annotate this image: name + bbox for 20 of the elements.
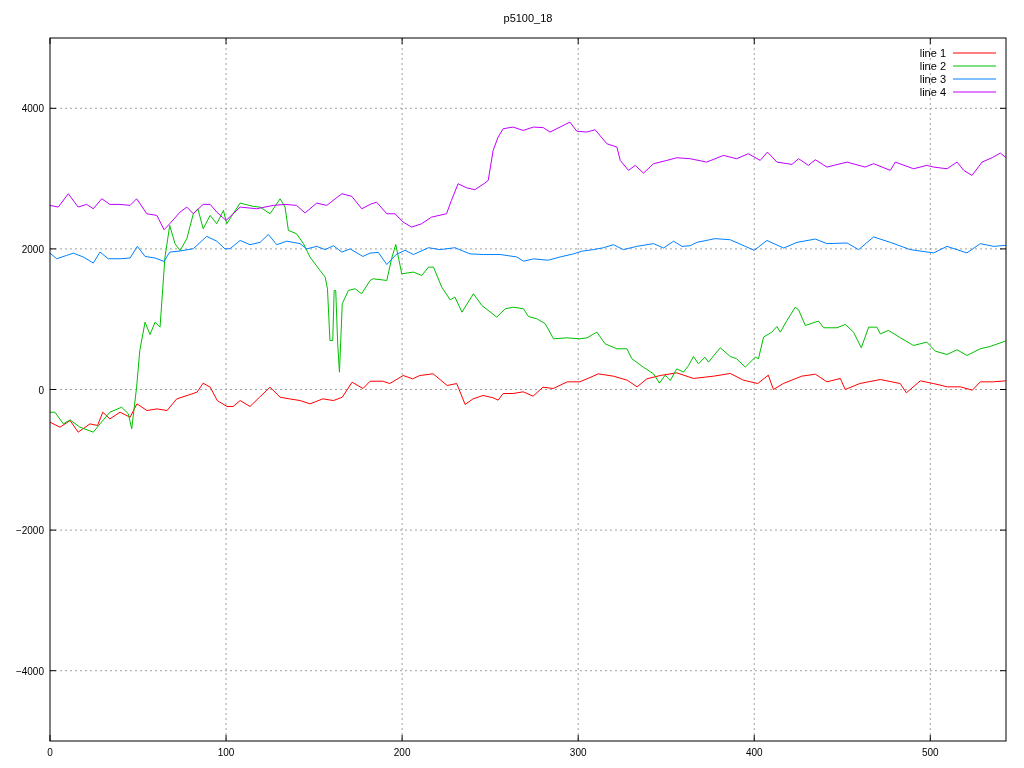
line-series	[50, 233, 1006, 266]
x-tick-label: 100	[217, 747, 235, 758]
x-tick-label: 0	[47, 747, 54, 758]
y-tick-label: −4000	[15, 665, 45, 677]
y-tick-label: −2000	[15, 525, 45, 537]
x-tick-label: 300	[569, 747, 587, 758]
chart-title: p5100_18	[503, 12, 553, 24]
legend-label: line 2	[919, 60, 946, 72]
legend-label: line 4	[919, 86, 946, 98]
line-series	[50, 372, 1006, 433]
line-series	[50, 121, 1006, 231]
x-tick-label: 400	[745, 747, 764, 758]
legend-label: line 3	[919, 73, 946, 85]
y-tick-label: 0	[38, 384, 45, 396]
x-tick-label: 500	[921, 747, 940, 758]
x-tick-label: 200	[393, 747, 411, 758]
line-series	[50, 198, 1006, 433]
legend-label: line 1	[919, 47, 946, 59]
y-tick-label: 2000	[21, 243, 45, 255]
y-tick-label: 4000	[21, 103, 45, 115]
